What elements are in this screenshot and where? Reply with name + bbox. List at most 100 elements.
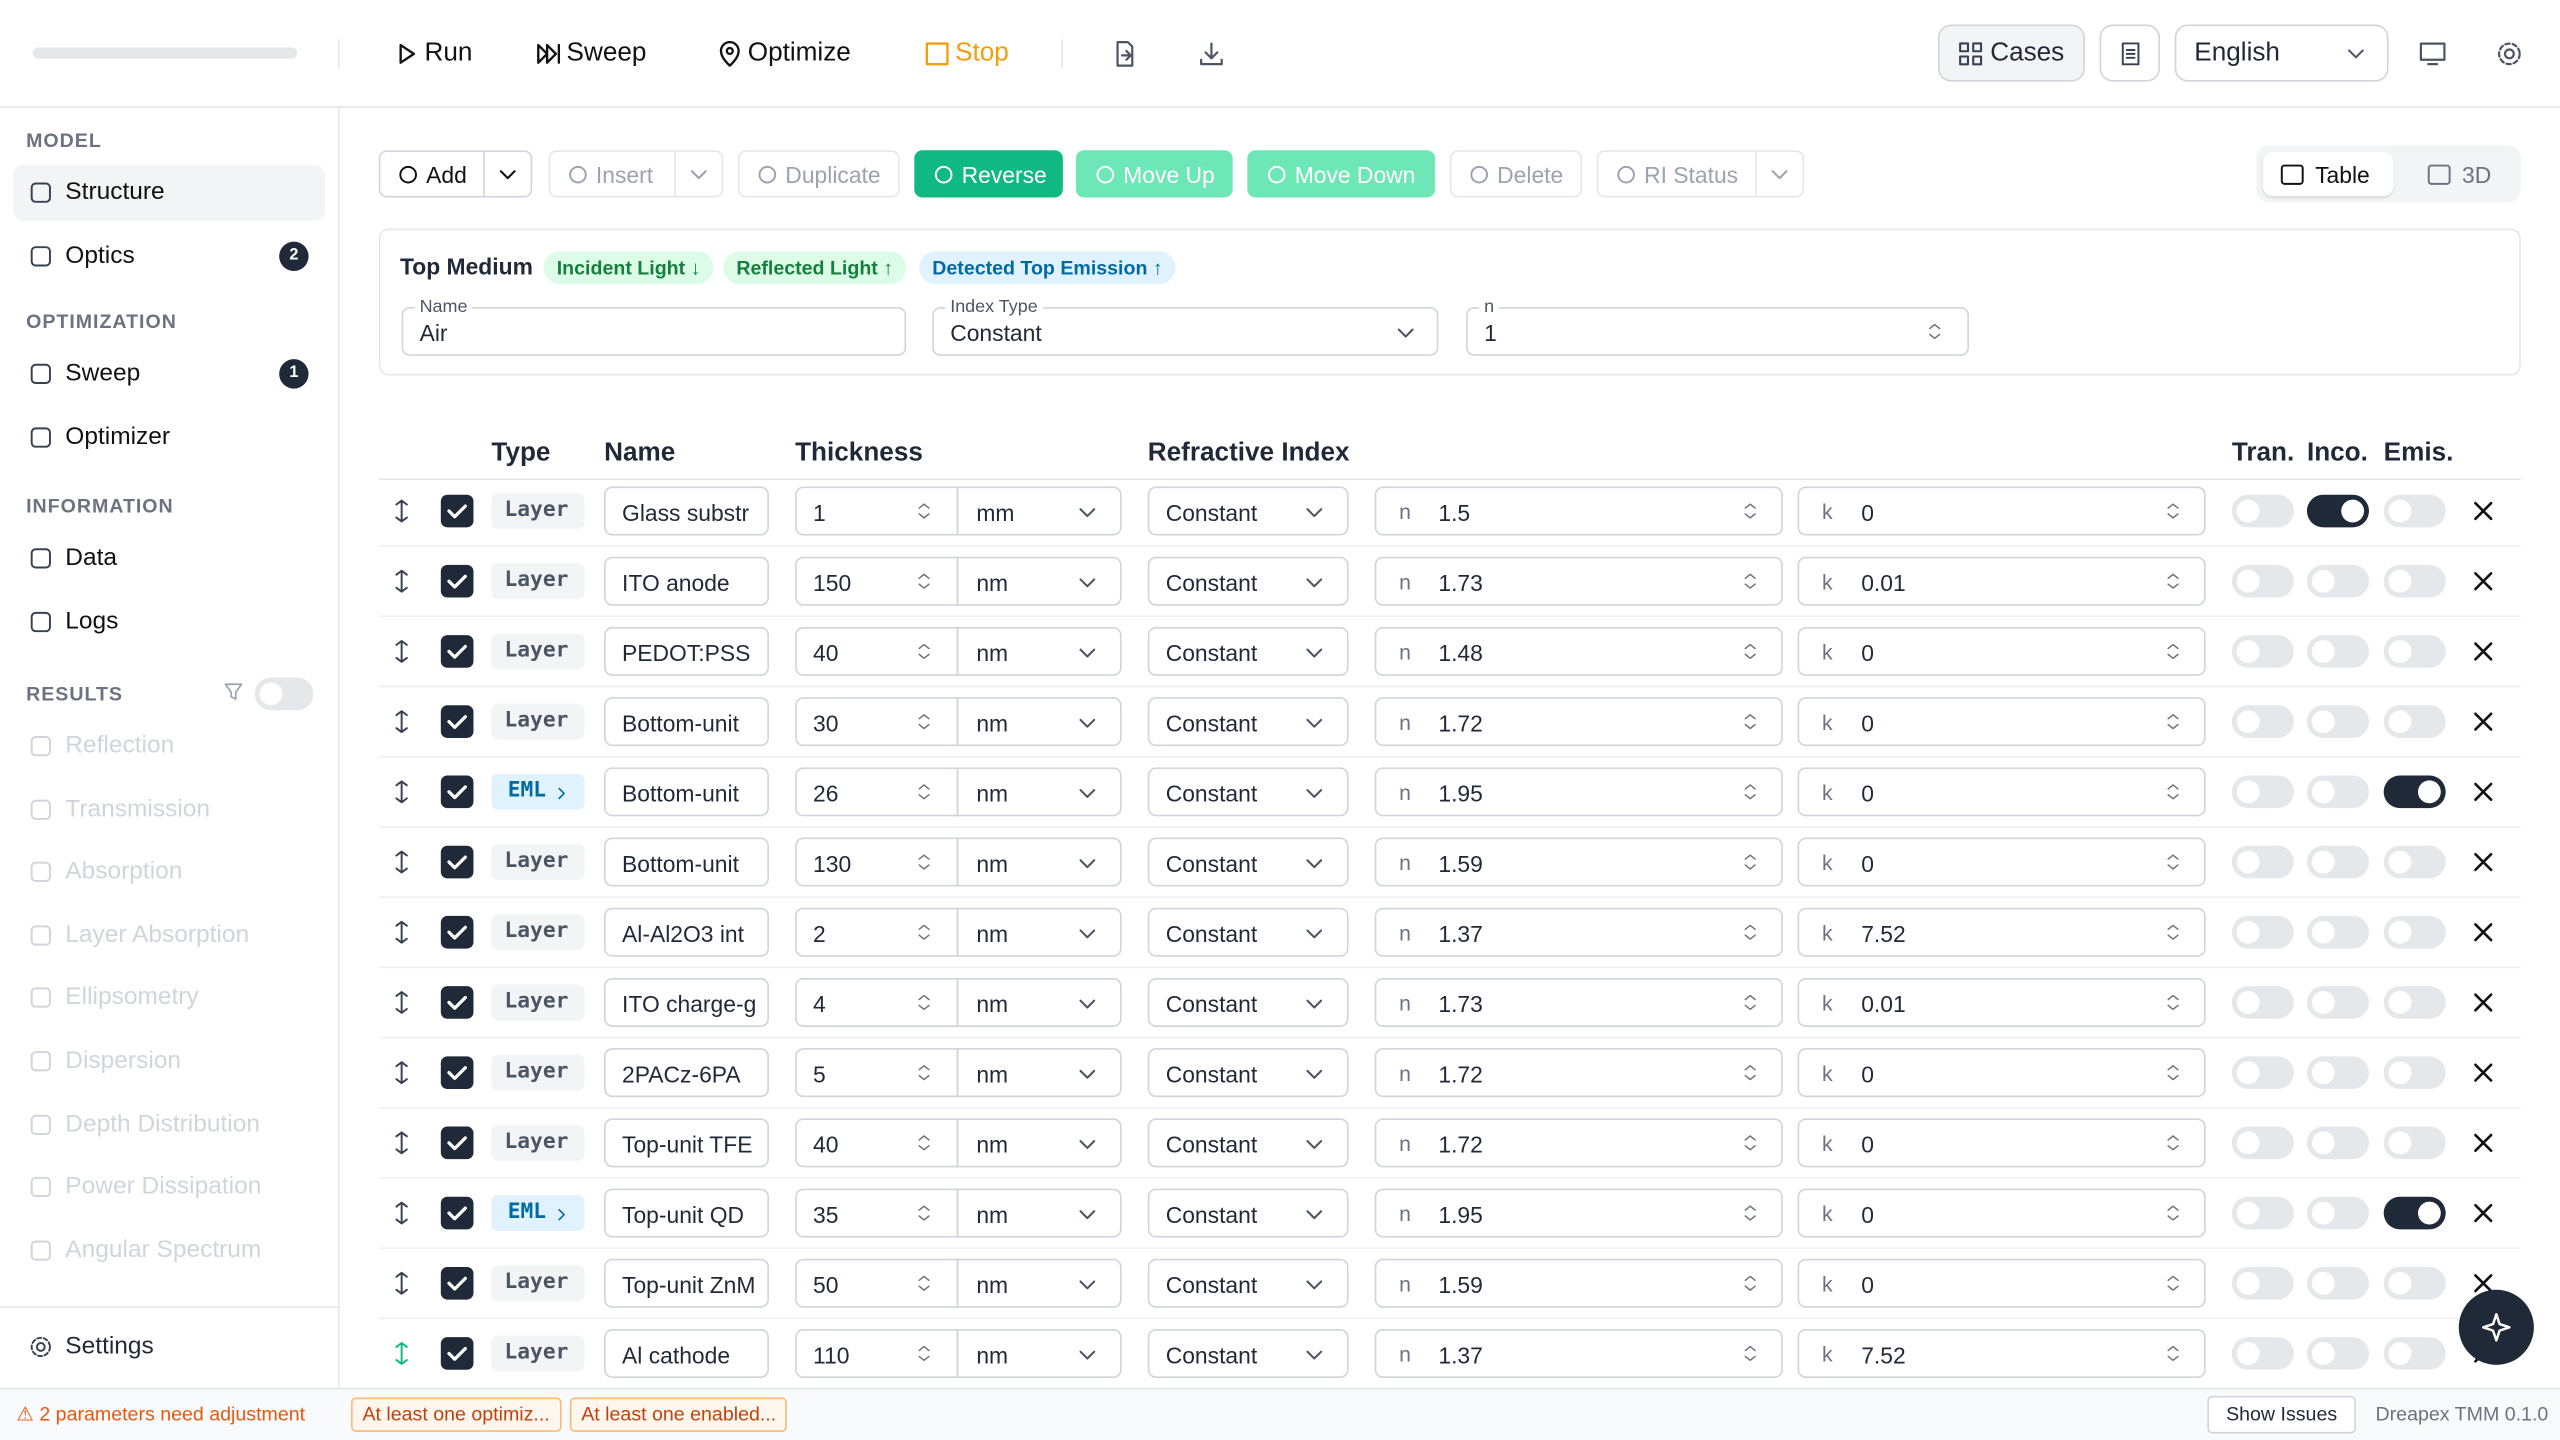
toggle[interactable]	[2306, 1196, 2369, 1230]
unit-select[interactable]: nm	[956, 626, 1122, 676]
name-input[interactable]: Al-Al2O3 int	[604, 907, 769, 957]
toggle[interactable]	[2383, 1266, 2446, 1300]
index-select[interactable]: Constant	[1147, 907, 1349, 957]
toggle[interactable]	[2383, 635, 2446, 668]
unit-select[interactable]: nm	[956, 1258, 1122, 1308]
toggle[interactable]	[2383, 845, 2446, 879]
settings-nav[interactable]: Settings	[65, 1332, 154, 1360]
toggle[interactable]	[2231, 494, 2294, 528]
language-select[interactable]: English	[2174, 24, 2389, 82]
name-input[interactable]: Top-unit QD	[604, 1188, 769, 1238]
view-tab[interactable]: Table	[2315, 161, 2370, 188]
run-button[interactable]: Run	[424, 39, 473, 67]
unit-select[interactable]: nm	[956, 977, 1122, 1027]
stop-button[interactable]: Stop	[955, 39, 1009, 67]
thickness-input[interactable]: 2	[795, 907, 959, 957]
unit-select[interactable]: nm	[956, 767, 1122, 817]
toggle[interactable]	[2231, 1126, 2294, 1160]
toggle[interactable]	[2306, 1337, 2369, 1370]
unit-select[interactable]: nm	[956, 837, 1122, 887]
toggle[interactable]	[2306, 705, 2369, 738]
nav-item[interactable]: Optics	[65, 240, 135, 269]
toggle[interactable]	[2306, 635, 2369, 668]
field[interactable]: Constant	[932, 306, 1439, 356]
toggle[interactable]	[2231, 775, 2294, 809]
name-input[interactable]: Al cathode	[604, 1328, 769, 1378]
nav-item[interactable]: Optimizer	[65, 422, 171, 450]
index-select[interactable]: Constant	[1147, 626, 1349, 676]
thickness-input[interactable]: 40	[795, 1118, 959, 1168]
toggle[interactable]	[2231, 986, 2294, 1019]
toggle[interactable]	[2306, 986, 2369, 1019]
toggle[interactable]	[2231, 1266, 2294, 1300]
nav-item[interactable]: Logs	[65, 606, 119, 635]
index-select[interactable]: Constant	[1147, 837, 1349, 887]
index-select[interactable]: Constant	[1147, 556, 1349, 606]
name-input[interactable]: ITO charge-g	[604, 977, 769, 1027]
toggle[interactable]	[2383, 1126, 2446, 1160]
index-select[interactable]: Constant	[1147, 1258, 1349, 1308]
results-toggle[interactable]	[254, 677, 314, 711]
n-input[interactable]: n 1.37	[1374, 1328, 1783, 1378]
index-select[interactable]: Constant	[1147, 767, 1349, 817]
thickness-input[interactable]: 150	[795, 556, 959, 606]
index-select[interactable]: Constant	[1147, 977, 1349, 1027]
toggle[interactable]	[2231, 915, 2294, 949]
index-select[interactable]: Constant	[1147, 486, 1349, 536]
index-select[interactable]: Constant	[1147, 1118, 1349, 1168]
nav-item[interactable]: Data	[65, 543, 118, 572]
index-select[interactable]: Constant	[1147, 1188, 1349, 1238]
type-badge[interactable]: EML	[491, 773, 585, 810]
name-input[interactable]: ITO anode	[604, 556, 769, 606]
notes-button[interactable]	[2099, 24, 2160, 82]
field[interactable]: 1	[1466, 306, 1969, 356]
field[interactable]: Air	[401, 306, 907, 356]
n-input[interactable]: n 1.95	[1374, 1188, 1783, 1238]
toggle[interactable]	[2383, 564, 2446, 598]
unit-select[interactable]: nm	[956, 1328, 1122, 1378]
thickness-input[interactable]: 40	[795, 626, 959, 676]
k-input[interactable]: k 0.01	[1797, 977, 2206, 1027]
toggle[interactable]	[2383, 494, 2446, 528]
thickness-input[interactable]: 1	[795, 486, 959, 536]
toggle[interactable]	[2306, 494, 2369, 528]
toggle[interactable]	[2306, 775, 2369, 809]
name-input[interactable]: Bottom-unit	[604, 697, 769, 747]
toggle[interactable]	[2306, 1266, 2369, 1300]
toggle[interactable]	[2306, 845, 2369, 879]
thickness-input[interactable]: 110	[795, 1328, 959, 1378]
thickness-input[interactable]: 50	[795, 1258, 959, 1308]
toggle[interactable]	[2383, 775, 2446, 809]
sweep-button[interactable]: Sweep	[566, 39, 647, 67]
name-input[interactable]: Bottom-unit	[604, 767, 769, 817]
action-button[interactable]: Move Up	[1075, 150, 1233, 198]
k-input[interactable]: k 0.01	[1797, 556, 2206, 606]
n-input[interactable]: n 1.73	[1374, 977, 1783, 1027]
n-input[interactable]: n 1.5	[1374, 486, 1783, 536]
name-input[interactable]: Top-unit ZnM	[604, 1258, 769, 1308]
n-input[interactable]: n 1.59	[1374, 837, 1783, 887]
toggle[interactable]	[2383, 1196, 2446, 1230]
type-badge[interactable]: EML	[491, 1195, 585, 1232]
unit-select[interactable]: nm	[956, 1048, 1122, 1098]
n-input[interactable]: n 1.59	[1374, 1258, 1783, 1308]
toggle[interactable]	[2231, 564, 2294, 598]
unit-select[interactable]: nm	[956, 907, 1122, 957]
toggle[interactable]	[2306, 915, 2369, 949]
action-button[interactable]: Add	[378, 150, 533, 198]
unit-select[interactable]: nm	[956, 697, 1122, 747]
toggle[interactable]	[2383, 1056, 2446, 1089]
unit-select[interactable]: mm	[956, 486, 1122, 536]
name-input[interactable]: PEDOT:PSS	[604, 626, 769, 676]
index-select[interactable]: Constant	[1147, 1048, 1349, 1098]
thickness-input[interactable]: 130	[795, 837, 959, 887]
optimize-button[interactable]: Optimize	[747, 39, 851, 67]
toggle[interactable]	[2231, 635, 2294, 668]
name-input[interactable]: Glass substr	[604, 486, 769, 536]
